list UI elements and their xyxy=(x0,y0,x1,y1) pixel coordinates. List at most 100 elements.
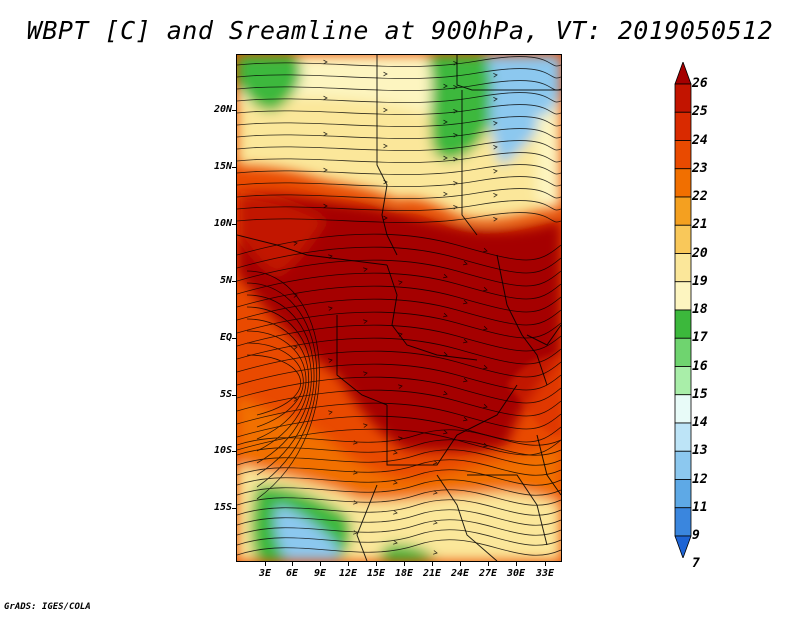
colorbar-label: 22 xyxy=(692,189,708,204)
streamline xyxy=(237,469,561,486)
lat-tick xyxy=(232,508,236,509)
streamline-arrow xyxy=(293,345,298,350)
streamline-arrow xyxy=(363,267,368,272)
streamline-arrow xyxy=(453,109,458,114)
streamline xyxy=(246,294,315,476)
streamline-arrow xyxy=(383,71,388,77)
streamline-arrow xyxy=(453,157,458,162)
streamline-arrow xyxy=(323,59,328,65)
streamline-arrow xyxy=(483,325,488,331)
lon-tick xyxy=(376,562,377,566)
lon-tick-label: 18E xyxy=(394,568,414,579)
colorbar-label: 23 xyxy=(692,160,708,176)
streamline-arrow xyxy=(483,286,488,292)
colorbar-segment xyxy=(674,394,692,424)
streamline-arrow xyxy=(493,145,498,150)
lat-tick-label: 5S xyxy=(219,389,232,400)
streamline-arrow xyxy=(483,364,488,370)
colorbar-segment xyxy=(674,309,692,339)
streamline-arrow xyxy=(463,416,468,422)
streamline xyxy=(237,272,561,300)
credit-text: GrADS: IGES/COLA xyxy=(4,602,91,612)
lat-tick-label: 10N xyxy=(213,218,232,229)
map-canvas xyxy=(237,55,561,561)
streamline-arrow xyxy=(453,133,458,138)
streamline-arrow xyxy=(293,241,298,246)
colorbar-label: 24 xyxy=(692,132,708,148)
streamline xyxy=(237,324,561,352)
streamline-arrow xyxy=(463,377,468,383)
streamline-arrow xyxy=(443,155,448,161)
colorbar-label: 7 xyxy=(692,556,700,572)
streamline-arrow xyxy=(493,97,498,102)
colorbar-label: 26 xyxy=(692,76,708,91)
streamline-arrow xyxy=(453,85,458,90)
colorbar-label: 14 xyxy=(692,415,708,430)
streamline xyxy=(237,519,561,536)
lat-tick-label: 15S xyxy=(213,502,232,513)
streamline xyxy=(237,56,561,67)
streamline-arrow xyxy=(433,490,438,495)
lon-tick-label: 3E xyxy=(258,568,272,579)
colorbar-segment xyxy=(674,337,692,367)
streamline-arrow xyxy=(443,191,448,197)
streamline-arrow xyxy=(383,107,388,113)
streamline xyxy=(237,539,561,556)
streamline xyxy=(237,529,561,546)
streamline xyxy=(237,200,561,211)
lon-tick-label: 27E xyxy=(478,568,498,579)
streamline xyxy=(246,306,312,464)
streamline xyxy=(237,140,561,151)
lon-tick xyxy=(404,562,405,566)
streamline xyxy=(237,499,561,516)
lon-tick xyxy=(516,562,517,566)
colorbar-segment xyxy=(674,168,692,198)
lon-tick xyxy=(292,562,293,566)
streamline-arrow xyxy=(328,358,333,363)
colorbar-segment xyxy=(674,479,692,509)
streamline-arrow xyxy=(398,384,403,389)
streamline xyxy=(237,164,561,175)
colorbar-segment xyxy=(674,281,692,311)
streamline xyxy=(237,376,561,404)
streamline-arrow xyxy=(328,254,333,259)
streamline-arrow xyxy=(443,273,448,279)
lon-tick-label: 6E xyxy=(285,568,299,579)
streamline-arrow xyxy=(353,530,358,535)
colorbar-label: 19 xyxy=(692,273,708,289)
colorbar-label: 17 xyxy=(692,330,708,346)
streamline-arrow xyxy=(393,480,398,485)
streamline xyxy=(237,402,561,430)
lat-tick xyxy=(232,338,236,339)
streamline xyxy=(237,246,561,274)
streamline-arrow xyxy=(463,338,468,344)
colorbar-label: 9 xyxy=(692,528,700,543)
streamline-arrow xyxy=(453,205,458,210)
streamline-arrow xyxy=(353,470,358,475)
streamline-arrow xyxy=(443,390,448,396)
lat-tick-label: 20N xyxy=(213,104,232,115)
streamline xyxy=(237,509,561,526)
streamline xyxy=(237,479,561,496)
streamline xyxy=(237,439,561,456)
streamline-arrow xyxy=(463,260,468,266)
streamline xyxy=(237,128,561,139)
streamline-arrow xyxy=(383,215,388,221)
streamline-arrow xyxy=(443,83,448,89)
colorbar-segment xyxy=(674,366,692,396)
lon-tick xyxy=(545,562,546,566)
streamline xyxy=(246,330,307,440)
streamline-arrow xyxy=(398,280,403,285)
streamline xyxy=(237,428,561,456)
colorbar-bottom-arrow xyxy=(674,535,692,558)
streamline-arrow xyxy=(433,520,438,525)
lat-tick xyxy=(232,451,236,452)
lon-tick-label: 21E xyxy=(422,568,442,579)
streamline-arrow xyxy=(328,306,333,311)
lon-tick-label: 30E xyxy=(506,568,526,579)
streamline-arrow xyxy=(323,203,328,209)
streamline-arrow xyxy=(323,131,328,137)
lat-tick xyxy=(232,224,236,225)
lon-tick-label: 15E xyxy=(366,568,386,579)
streamline xyxy=(237,489,561,506)
